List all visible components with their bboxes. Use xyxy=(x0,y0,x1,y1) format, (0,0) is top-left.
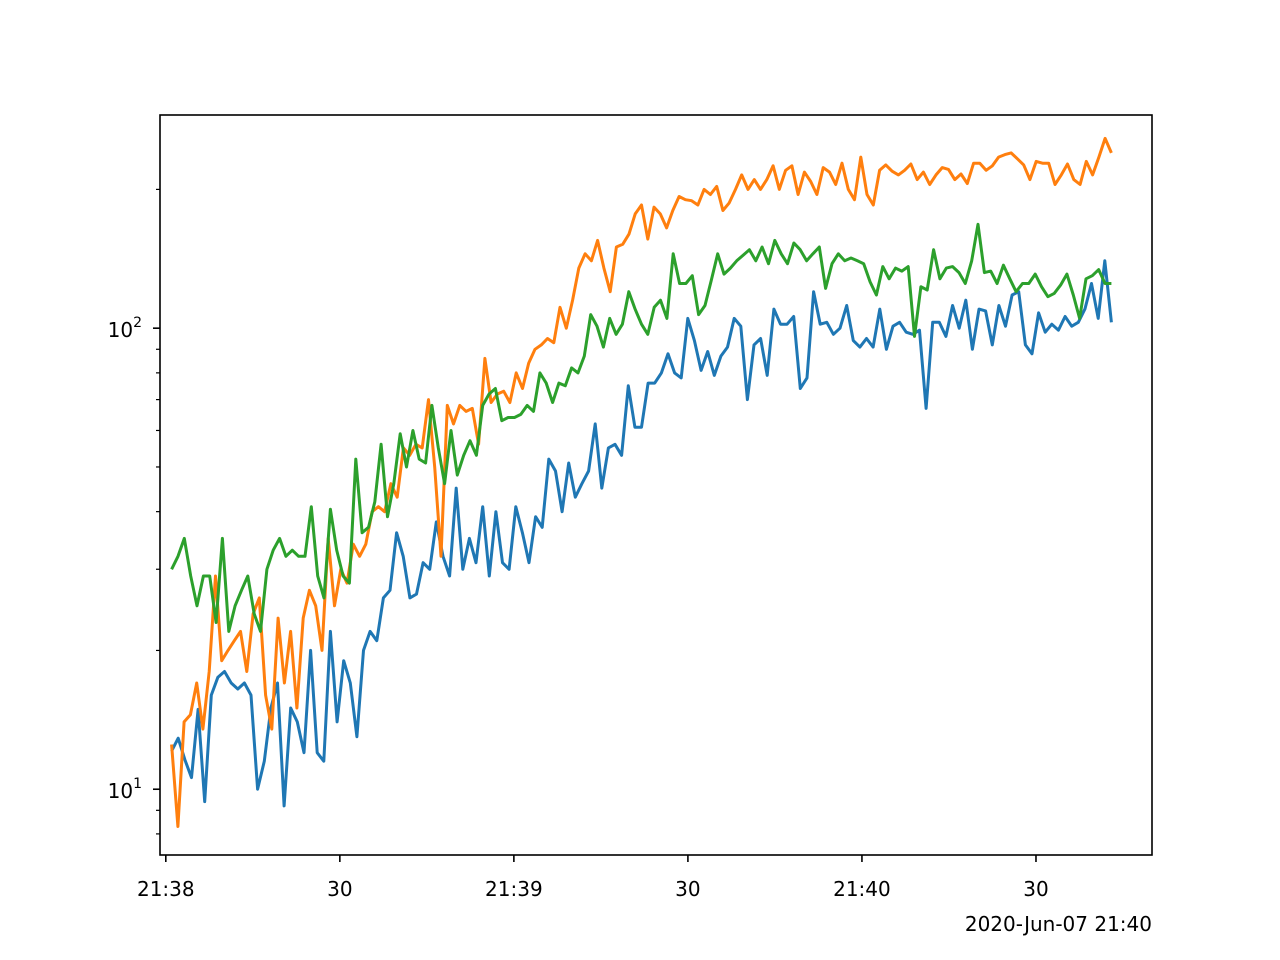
y-tick-base: 10 xyxy=(108,779,133,803)
axes-frame xyxy=(159,114,1153,856)
x-tick-label: 30 xyxy=(1023,877,1048,901)
x-tick-label: 30 xyxy=(675,877,700,901)
y-tick-label: 101 xyxy=(108,776,142,803)
series-line-1 xyxy=(170,259,1113,808)
x-offset-label: 2020-Jun-07 21:40 xyxy=(965,912,1152,936)
y-tick-label: 102 xyxy=(108,315,142,342)
y-tick-base: 10 xyxy=(108,318,133,342)
x-tick-label: 30 xyxy=(327,877,352,901)
x-tick-label: 21:40 xyxy=(833,877,891,901)
x-tick-label: 21:39 xyxy=(485,877,543,901)
series-layer xyxy=(170,136,1113,828)
series-line-3 xyxy=(170,222,1112,633)
x-axis: 21:38 30 21:39 30 21:40 30 xyxy=(137,855,1049,901)
y-tick-exponent: 1 xyxy=(133,776,142,792)
x-tick-label: 21:38 xyxy=(137,877,195,901)
y-tick-exponent: 2 xyxy=(133,315,142,331)
